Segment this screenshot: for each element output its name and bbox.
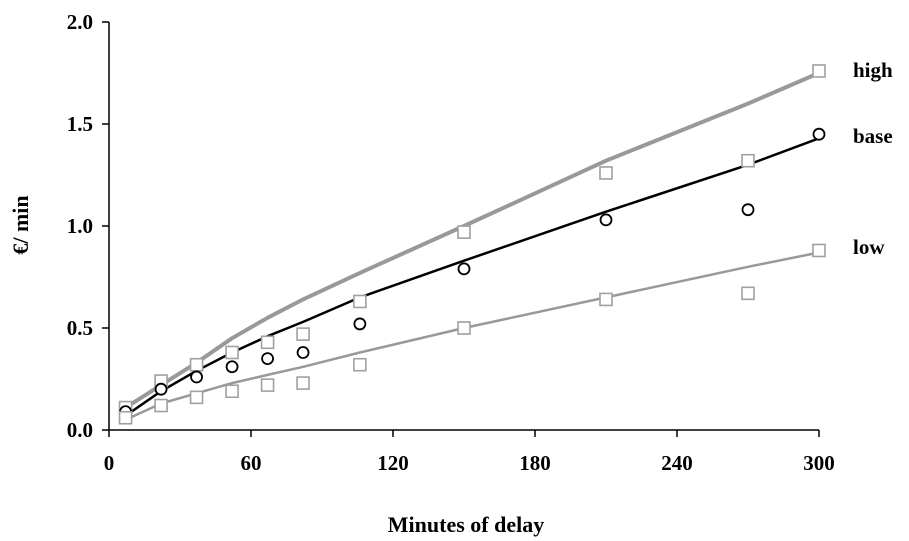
- x-tick-label: 120: [377, 451, 409, 475]
- series-markers: [118, 64, 826, 425]
- data-point-high: [353, 294, 367, 309]
- x-tick-label: 240: [661, 451, 693, 475]
- axes: 0 60 120 180 240 300 0.0 0.5 1.0 1.5 2.0: [67, 10, 835, 475]
- y-tick-label: 1.0: [67, 214, 93, 238]
- data-point-low: [812, 243, 826, 258]
- x-axis-title: Minutes of delay: [388, 512, 544, 537]
- data-point-base: [353, 317, 367, 331]
- data-point-base: [599, 213, 613, 227]
- series-label-high: high: [853, 58, 893, 82]
- data-point-low: [353, 357, 367, 372]
- y-tick-label: 0.5: [67, 316, 93, 340]
- x-tick-label: 300: [803, 451, 835, 475]
- data-point-high: [260, 335, 275, 350]
- series-line-high: [124, 71, 820, 410]
- data-point-high: [599, 166, 613, 180]
- y-tick-label: 1.5: [67, 112, 93, 136]
- data-point-low: [599, 292, 613, 307]
- x-tick-label: 180: [519, 451, 551, 475]
- data-point-high: [189, 357, 204, 372]
- data-point-high: [741, 153, 755, 168]
- data-point-base: [296, 346, 310, 359]
- x-tick-label: 0: [104, 451, 115, 475]
- x-tick-label: 60: [241, 451, 262, 475]
- y-tick-label: 2.0: [67, 10, 93, 34]
- data-point-base: [457, 262, 471, 276]
- series-label-low: low: [853, 235, 885, 259]
- data-point-high: [296, 327, 310, 341]
- data-point-low: [457, 321, 471, 335]
- data-point-high: [225, 345, 239, 360]
- data-point-low: [296, 376, 310, 390]
- y-axis-title: €/ min: [8, 195, 33, 254]
- data-point-low: [118, 410, 133, 425]
- data-point-base: [154, 382, 168, 396]
- data-point-high: [812, 64, 826, 78]
- data-point-base: [812, 127, 826, 141]
- data-point-low: [154, 398, 168, 413]
- series-labels: high base low: [853, 58, 893, 259]
- data-point-base: [261, 352, 274, 366]
- data-point-base: [741, 203, 755, 217]
- series-label-base: base: [853, 124, 893, 148]
- data-point-low: [189, 390, 204, 405]
- data-point-high: [457, 225, 471, 239]
- series-line-low: [125, 251, 820, 421]
- series-line-base: [124, 137, 820, 417]
- data-point-low: [741, 286, 755, 301]
- data-point-base: [225, 360, 239, 374]
- data-point-low: [225, 384, 239, 399]
- series-lines: [124, 71, 820, 421]
- y-tick-label: 0.0: [67, 418, 93, 442]
- data-point-low: [260, 378, 275, 392]
- data-point-base: [190, 370, 203, 384]
